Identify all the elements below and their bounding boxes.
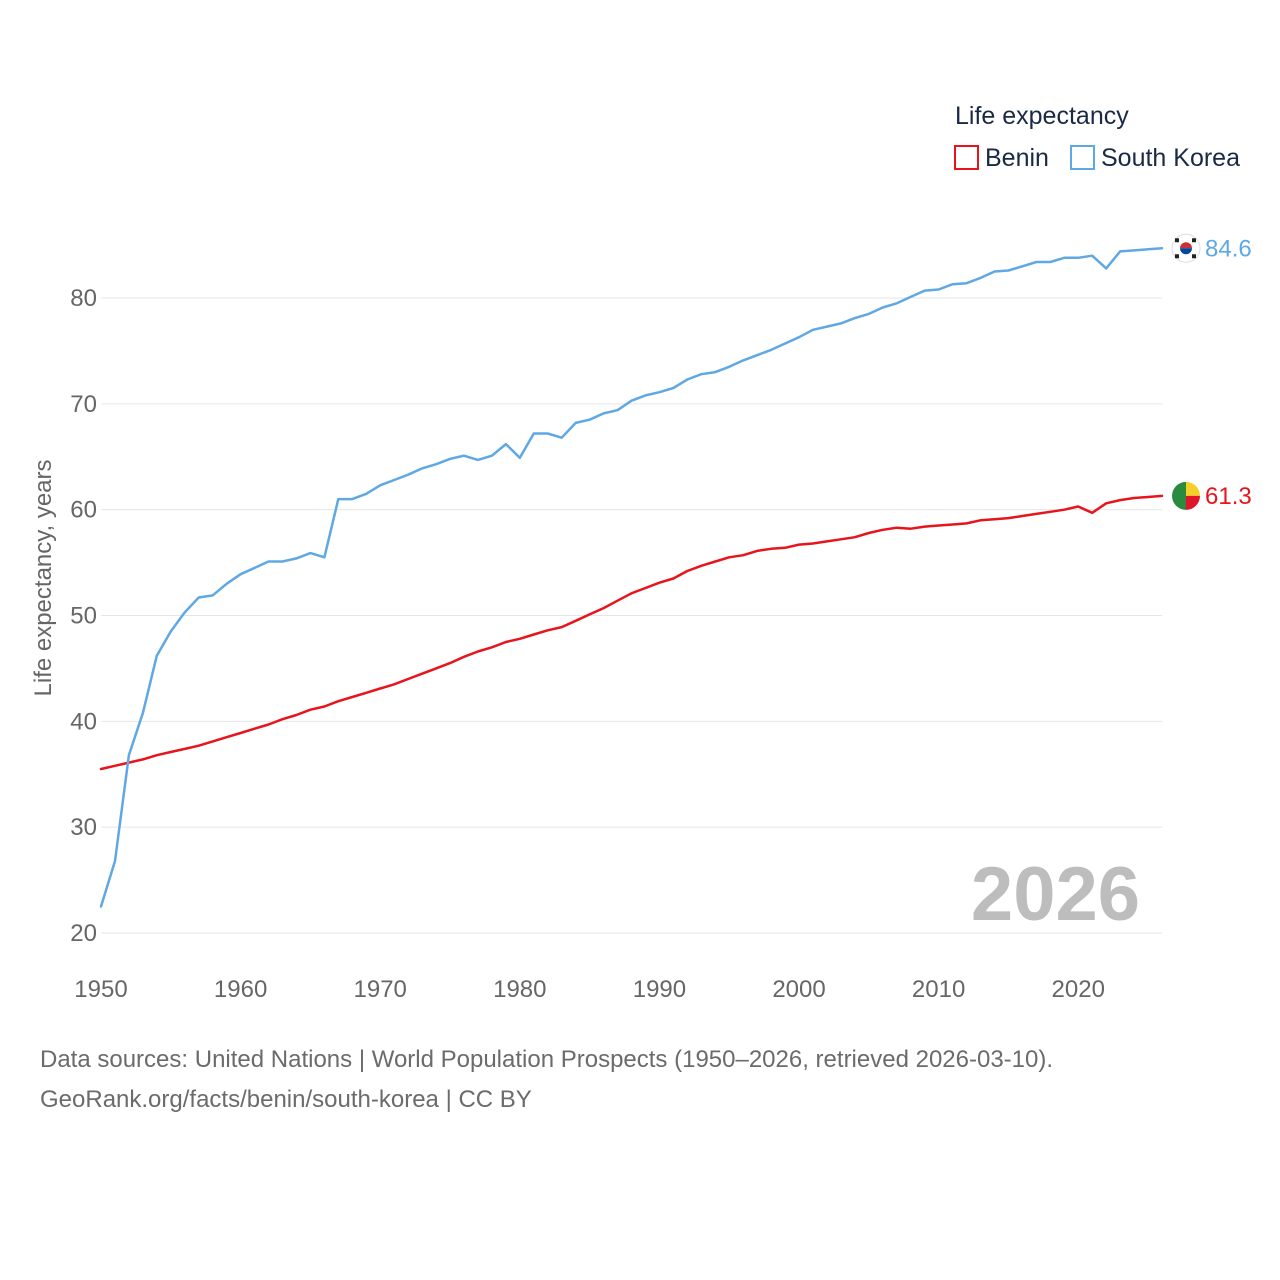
legend-label-south-korea[interactable]: South Korea — [1101, 144, 1240, 172]
y-axis-ticks: 20 30 40 50 60 70 80 — [70, 285, 97, 947]
legend-swatch-south-korea[interactable] — [1070, 145, 1095, 170]
y-tick-label-60: 60 — [70, 497, 97, 524]
x-tick-label-2010: 2010 — [912, 976, 965, 1003]
legend: Life expectancy Benin South Korea — [954, 102, 1240, 172]
x-tick-label-2000: 2000 — [772, 976, 825, 1003]
series-lines — [99, 247, 1164, 908]
x-tick-label-1990: 1990 — [633, 976, 686, 1003]
south-korea-flag-icon — [1171, 233, 1201, 263]
legend-label-benin[interactable]: Benin — [985, 144, 1049, 172]
benin-flag-icon — [1172, 481, 1200, 510]
y-axis-title: Life expectancy, years — [30, 459, 57, 696]
x-tick-label-2020: 2020 — [1052, 976, 1105, 1003]
y-tick-label-50: 50 — [70, 603, 97, 630]
grid-lines — [101, 297, 1162, 934]
end-value-south-korea: 84.6 — [1205, 235, 1252, 262]
series-line-south-korea[interactable] — [99, 247, 1164, 908]
legend-swatch-benin[interactable] — [954, 145, 979, 170]
y-tick-label-80: 80 — [70, 285, 97, 312]
y-tick-label-20: 20 — [70, 920, 97, 947]
y-tick-label-30: 30 — [70, 814, 97, 841]
legend-title: Life expectancy — [955, 102, 1129, 130]
x-tick-label-1980: 1980 — [493, 976, 546, 1003]
x-tick-label-1950: 1950 — [74, 976, 127, 1003]
x-tick-label-1960: 1960 — [214, 976, 267, 1003]
y-tick-label-70: 70 — [70, 391, 97, 418]
x-axis-ticks: 1950 1960 1970 1980 1990 2000 2010 2020 — [74, 976, 1105, 1003]
series-line-benin[interactable] — [99, 494, 1164, 771]
x-tick-label-1970: 1970 — [354, 976, 407, 1003]
footer-sources: Data sources: United Nations | World Pop… — [40, 1046, 1054, 1073]
year-watermark: 2026 — [971, 852, 1140, 937]
footer-link[interactable]: GeoRank.org/facts/benin/south-korea | CC… — [40, 1086, 532, 1113]
series-end-markers: 61.3 84.6 — [1171, 233, 1252, 510]
y-tick-label-40: 40 — [70, 708, 97, 735]
footer: Data sources: United Nations | World Pop… — [40, 1040, 1053, 1120]
end-value-benin: 61.3 — [1205, 483, 1252, 510]
